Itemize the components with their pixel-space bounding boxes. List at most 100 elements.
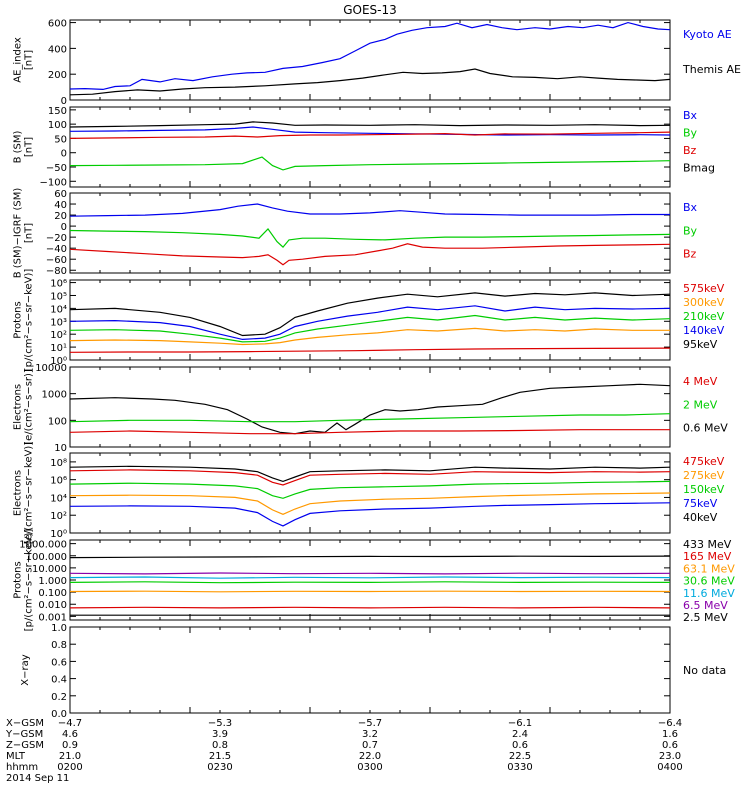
- legend-entry: 300keV: [683, 296, 725, 309]
- y-tick-label: 10²: [50, 330, 67, 341]
- series-line: [69, 502, 671, 527]
- series-line: [69, 480, 671, 499]
- x-axis-row-label: X−GSM: [6, 718, 44, 729]
- legend-entry: 275keV: [683, 469, 725, 482]
- legend-entry: 40keV: [683, 511, 718, 524]
- series-line: [69, 156, 671, 171]
- legend-entry: 433 MeV: [683, 538, 732, 551]
- y-tick-label: 0.100: [38, 588, 67, 599]
- series-line: [69, 383, 671, 435]
- y-tick-label: −100: [40, 177, 67, 188]
- x-axis-value: 22.0: [359, 751, 381, 762]
- y-axis-label: Electrons: [13, 470, 24, 516]
- panel-8: 1.0 0.8 0.6 0.4 0.2 0.0 X−ray No data: [20, 623, 726, 720]
- y-tick-label: 10000: [35, 363, 67, 374]
- legend-entry: 150keV: [683, 483, 725, 496]
- y-tick-label: 0.6: [51, 657, 67, 668]
- x-axis-value: 0.8: [212, 740, 228, 751]
- legend-entry: No data: [683, 664, 726, 677]
- y-tick-label: 60: [54, 189, 67, 200]
- y-tick-label: 200: [48, 70, 67, 81]
- figure-title: GOES-13: [343, 3, 397, 17]
- series-line: [69, 606, 671, 609]
- y-tick-label: 10⁸: [50, 458, 67, 469]
- x-axis-value: 0230: [207, 762, 232, 773]
- y-tick-label: 1000: [42, 390, 67, 401]
- panel-frame: [69, 19, 671, 101]
- series-line: [69, 413, 671, 423]
- panel-7: 1000.000100.00010.0001.0000.1000.0100.00…: [13, 529, 736, 632]
- y-tick-label: −20: [46, 233, 67, 244]
- legend-entry: By: [683, 224, 698, 237]
- x-axis-value: −6.1: [508, 718, 532, 729]
- x-axis-value: 2.4: [512, 729, 528, 740]
- y-tick-label: 0.4: [51, 675, 67, 686]
- x-axis-value: 3.2: [362, 729, 378, 740]
- x-axis-value: 21.5: [209, 751, 231, 762]
- panel-frame: [69, 192, 671, 274]
- y-tick-label: 0.0: [51, 709, 67, 720]
- legend-entry: 2 MeV: [683, 398, 718, 411]
- x-axis-value: 0.9: [62, 740, 78, 751]
- y-tick-label: 100.000: [26, 552, 67, 563]
- series-line: [69, 243, 671, 266]
- series-line: [69, 555, 671, 559]
- y-tick-label: −60: [46, 255, 67, 266]
- y-tick-label: 0.010: [38, 600, 67, 611]
- legend-entry: 30.6 MeV: [683, 575, 735, 588]
- y-axis-label: X−ray: [20, 654, 31, 685]
- series-line: [69, 576, 671, 579]
- y-tick-label: 10⁶: [50, 279, 67, 290]
- x-axis-value: −5.7: [358, 718, 382, 729]
- y-axis-label: B (SM): [13, 130, 24, 163]
- series-line: [69, 121, 671, 128]
- y-tick-label: 10⁴: [50, 493, 67, 504]
- series-line: [69, 227, 671, 248]
- y-tick-label: 10⁰: [50, 356, 67, 367]
- y-tick-label: 10¹: [50, 343, 67, 354]
- series-line: [69, 292, 671, 337]
- y-tick-label: −80: [46, 266, 67, 277]
- x-axis-value: 0.6: [512, 740, 528, 751]
- legend-entry: 140keV: [683, 324, 725, 337]
- legend-entry: 75keV: [683, 497, 718, 510]
- y-tick-label: 600: [48, 19, 67, 30]
- legend-entry: 6.5 MeV: [683, 599, 728, 612]
- y-tick-label: 1.0: [51, 623, 67, 634]
- x-axis-value: 0300: [357, 762, 382, 773]
- y-axis-label: [e/(cm²−s−sr−keV)]: [24, 442, 35, 545]
- x-axis-value: 0400: [657, 762, 682, 773]
- y-tick-label: 10: [54, 443, 67, 454]
- y-axis-label: B (SM)−IGRF (SM): [13, 188, 24, 279]
- y-tick-label: 50: [54, 134, 67, 145]
- series-line: [69, 327, 670, 346]
- y-tick-label: 10²: [50, 511, 67, 522]
- date-label: 2014 Sep 11: [6, 773, 69, 784]
- x-axis-value: −4.7: [58, 718, 82, 729]
- legend-entry: Bx: [683, 201, 698, 214]
- x-axis-row-label: Z−GSM: [6, 740, 44, 751]
- panel-6: 10⁸ 10⁶ 10⁴ 10² 10⁰ Electrons [e/(cm²−s−sr−keV…: [13, 442, 725, 545]
- series-line: [69, 314, 671, 343]
- series-line: [69, 305, 671, 341]
- y-axis-label: Protons: [13, 561, 24, 598]
- legend-entry: Bx: [683, 109, 698, 122]
- x-axis-value: −6.4: [658, 718, 682, 729]
- panel-5: 10000 1000 100 10 Electrons [e/(cm²−s−sr)] 4 M…: [13, 363, 729, 454]
- x-axis-value: 4.6: [62, 729, 78, 740]
- x-axis-row-label: MLT: [6, 751, 26, 762]
- legend-entry: By: [683, 127, 698, 140]
- y-tick-label: 150: [48, 106, 67, 117]
- x-axis-value: 0330: [507, 762, 532, 773]
- legend-entry: Bz: [683, 144, 697, 157]
- series-line: [69, 347, 671, 353]
- series-line: [69, 203, 670, 217]
- legend-entry: Bmag: [683, 162, 715, 175]
- y-tick-label: 10⁴: [50, 304, 67, 315]
- legend-entry: 210keV: [683, 310, 725, 323]
- legend-entry: Kyoto AE: [683, 28, 732, 41]
- x-axis-value: 0.6: [662, 740, 678, 751]
- y-axis-label: [e/(cm²−s−sr)]: [24, 369, 35, 445]
